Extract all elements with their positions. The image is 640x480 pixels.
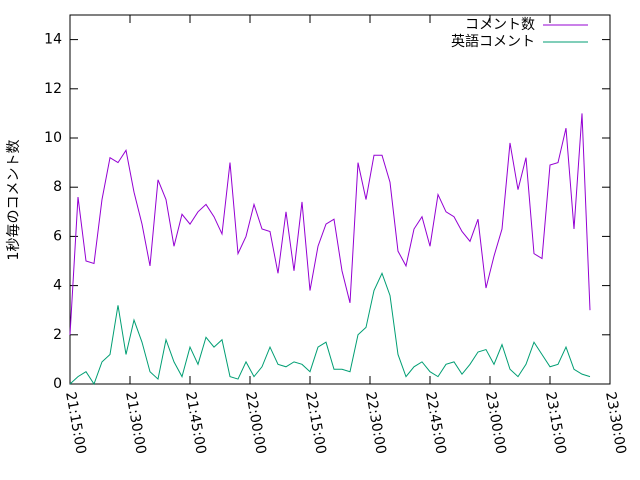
legend-label: コメント数 [465,17,535,33]
y-tick-label: 2 [53,327,62,343]
y-tick-label: 0 [53,376,62,392]
y-tick-label: 10 [44,130,62,146]
y-tick-label: 8 [53,179,62,195]
x-tick-label: 21:45:00 [182,391,209,456]
legend-label: 英語コメント [451,33,535,50]
x-tick-label: 22:30:00 [362,391,389,456]
y-tick-label: 4 [53,278,62,294]
y-tick-label: 14 [44,32,62,48]
y-axis-label: 1秒毎のコメント数 [6,140,22,261]
x-tick-label: 23:30:00 [602,391,629,456]
y-tick-label: 12 [44,81,62,97]
x-tick-label: 22:15:00 [302,391,329,456]
x-tick-label: 21:30:00 [122,391,149,456]
y-tick-label: 6 [53,228,62,244]
x-tick-label: 23:00:00 [482,391,509,456]
x-tick-label: 23:15:00 [542,391,569,456]
x-tick-label: 21:15:00 [62,391,89,456]
series-line [69,271,591,386]
x-tick-label: 22:45:00 [422,391,449,456]
series-line [69,113,591,335]
x-tick-label: 22:00:00 [242,391,269,456]
plot-border [69,14,611,385]
